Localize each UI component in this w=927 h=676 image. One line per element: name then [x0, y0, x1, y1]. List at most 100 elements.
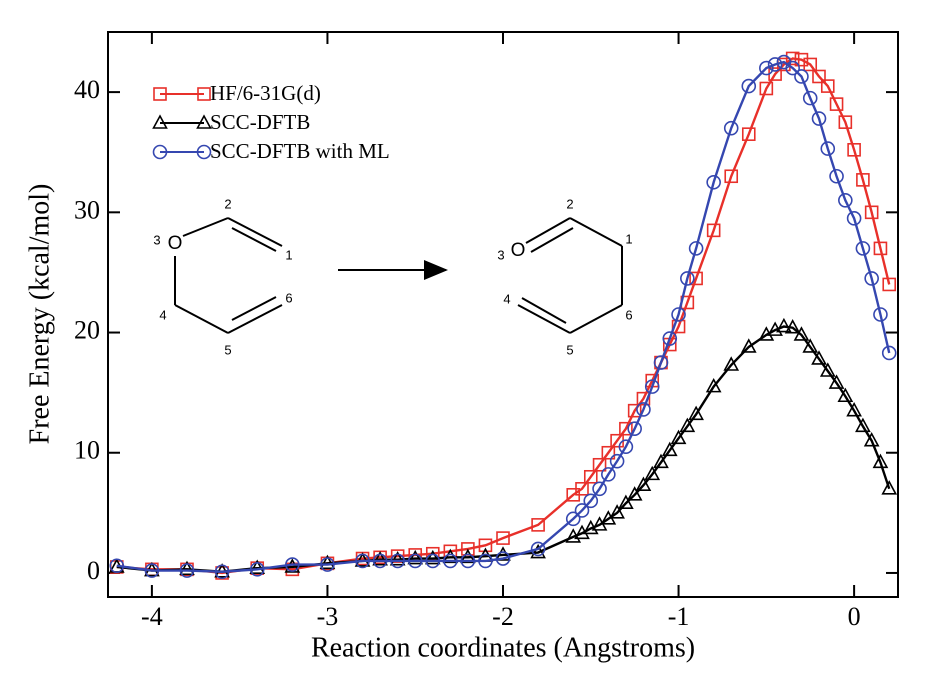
marker — [838, 192, 853, 208]
marker — [838, 115, 853, 129]
marker — [635, 476, 652, 492]
marker — [680, 271, 695, 286]
marker — [196, 144, 212, 160]
marker — [144, 563, 160, 578]
legend-item: SCC-DFTB — [152, 110, 310, 134]
marker — [829, 97, 844, 111]
y-axis-label: Free Energy (kcal/mol) — [24, 184, 55, 445]
atom-label: 4 — [159, 307, 166, 322]
marker — [574, 503, 590, 518]
series-line — [116, 57, 891, 575]
marker — [478, 538, 493, 553]
marker — [872, 453, 889, 469]
x-tick-label: -3 — [317, 602, 339, 631]
x-tick-label: -2 — [492, 602, 514, 631]
y-tick-label: 0 — [87, 556, 100, 585]
series-line — [116, 325, 891, 573]
marker — [759, 60, 774, 76]
atom-label: 2 — [224, 196, 231, 211]
atom-label: O — [168, 233, 183, 254]
marker — [531, 518, 545, 532]
marker — [688, 241, 704, 256]
reactant-structure — [174, 217, 283, 334]
marker — [179, 560, 195, 576]
marker — [661, 441, 678, 457]
marker — [565, 511, 581, 527]
marker — [355, 553, 370, 569]
marker — [644, 379, 660, 394]
marker — [626, 486, 643, 501]
marker — [819, 362, 836, 377]
marker — [864, 205, 879, 220]
marker — [829, 168, 844, 184]
marker — [847, 143, 861, 157]
marker — [583, 469, 598, 484]
marker — [653, 355, 669, 370]
atom-label: 3 — [153, 232, 160, 247]
marker — [443, 553, 458, 569]
atom-label: 3 — [497, 247, 504, 262]
marker — [320, 557, 335, 572]
marker — [653, 453, 669, 469]
product-structure — [517, 217, 623, 334]
marker — [784, 319, 801, 334]
marker — [372, 553, 388, 569]
series — [108, 317, 898, 578]
marker — [864, 271, 879, 286]
marker — [705, 377, 722, 393]
marker — [636, 391, 651, 406]
marker — [389, 551, 406, 566]
atom-label: 4 — [503, 291, 510, 306]
marker — [820, 141, 836, 156]
marker — [196, 114, 212, 129]
marker — [530, 541, 546, 557]
marker — [803, 57, 818, 72]
marker — [214, 564, 230, 580]
marker — [679, 417, 696, 433]
marker — [644, 465, 661, 481]
marker — [442, 548, 459, 564]
x-tick-label: 0 — [848, 602, 861, 631]
marker — [496, 531, 510, 545]
marker — [407, 549, 424, 565]
marker — [828, 374, 845, 389]
marker — [785, 51, 800, 66]
marker — [249, 559, 266, 574]
marker — [741, 127, 756, 141]
marker — [802, 338, 819, 353]
marker — [873, 307, 888, 322]
marker — [794, 69, 809, 84]
legend-label: HF/6-31G(d) — [210, 81, 321, 105]
marker — [179, 563, 195, 578]
marker — [460, 548, 476, 564]
legend-label: SCC-DFTB with ML — [210, 139, 390, 163]
marker — [767, 57, 783, 72]
marker — [390, 553, 405, 569]
marker — [495, 551, 511, 566]
marker — [723, 120, 739, 136]
marker — [627, 403, 642, 418]
marker — [425, 553, 441, 569]
marker — [319, 554, 336, 570]
marker — [670, 429, 687, 445]
atom-label: O — [511, 240, 526, 261]
y-tick-label: 30 — [74, 195, 100, 224]
marker — [759, 81, 774, 96]
marker — [530, 543, 546, 559]
marker — [855, 417, 871, 433]
series-line — [116, 60, 891, 573]
marker — [881, 345, 897, 361]
marker — [153, 87, 167, 101]
marker — [811, 350, 827, 365]
marker — [618, 439, 634, 455]
marker — [793, 326, 810, 341]
marker — [627, 421, 642, 437]
marker — [802, 90, 818, 106]
legend-item: SCC-DFTB with ML — [152, 139, 390, 163]
marker — [601, 467, 616, 482]
marker — [249, 562, 265, 577]
marker — [575, 482, 589, 496]
marker — [706, 223, 721, 238]
marker — [724, 169, 739, 184]
